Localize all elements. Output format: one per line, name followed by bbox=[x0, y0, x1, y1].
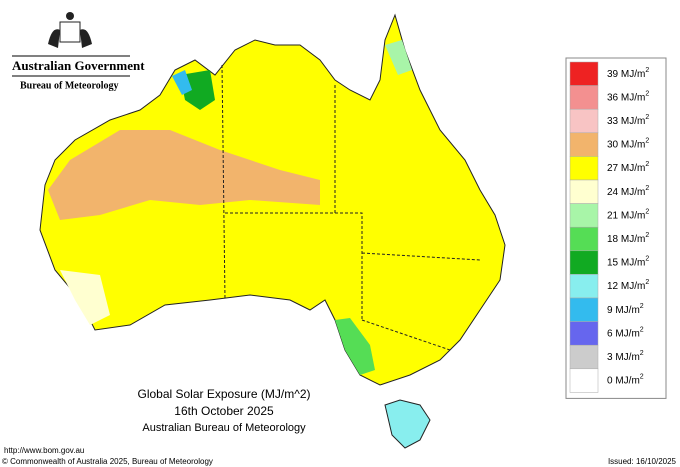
state-borders bbox=[221, 64, 481, 351]
copyright: © Commonwealth of Australia 2025, Bureau… bbox=[2, 457, 213, 466]
legend-frame bbox=[565, 57, 667, 399]
legend-label-text: 15 MJ/m bbox=[607, 257, 645, 268]
legend-label: 15 MJ/m2 bbox=[607, 255, 649, 268]
legend-swatch bbox=[569, 156, 599, 181]
legend-label-exponent: 2 bbox=[645, 114, 649, 121]
green-region bbox=[385, 40, 412, 75]
map-date: 16th October 2025 bbox=[174, 404, 274, 418]
legend-label-exponent: 2 bbox=[645, 137, 649, 144]
legend-label-text: 30 MJ/m bbox=[607, 139, 645, 150]
legend-swatch bbox=[569, 179, 599, 204]
legend-label: 39 MJ/m2 bbox=[607, 67, 649, 80]
legend-label: 24 MJ/m2 bbox=[607, 185, 649, 198]
legend-label-exponent: 2 bbox=[645, 255, 649, 262]
legend-label-text: 27 MJ/m bbox=[607, 163, 645, 174]
legend-label: 9 MJ/m2 bbox=[607, 303, 644, 316]
pale-region bbox=[60, 270, 110, 325]
legend-label-exponent: 2 bbox=[640, 303, 644, 310]
map-title: Global Solar Exposure (MJ/m^2) bbox=[137, 387, 310, 401]
legend-swatch bbox=[569, 368, 599, 393]
legend-swatch bbox=[569, 108, 599, 134]
legend-label-exponent: 2 bbox=[645, 161, 649, 168]
legend-swatch bbox=[569, 226, 599, 252]
legend-label-exponent: 2 bbox=[645, 90, 649, 97]
government-name: Australian Government bbox=[12, 58, 145, 73]
legend-label-text: 24 MJ/m bbox=[607, 186, 645, 197]
legend-swatch bbox=[569, 297, 599, 322]
legend-swatch bbox=[569, 132, 599, 157]
legend-label: 21 MJ/m2 bbox=[607, 208, 649, 221]
legend-swatch bbox=[569, 344, 599, 370]
coat-of-arms bbox=[48, 12, 92, 48]
legend-label: 30 MJ/m2 bbox=[607, 137, 649, 150]
legend-label: 0 MJ/m2 bbox=[607, 373, 644, 386]
legend-label-exponent: 2 bbox=[645, 208, 649, 215]
legend-label-exponent: 2 bbox=[645, 185, 649, 192]
legend-label: 12 MJ/m2 bbox=[607, 279, 649, 292]
legend-label-text: 0 MJ/m bbox=[607, 375, 640, 386]
legend-label: 3 MJ/m2 bbox=[607, 350, 644, 363]
cyan-region bbox=[172, 70, 192, 95]
legend-label-text: 6 MJ/m bbox=[607, 328, 640, 339]
green-region bbox=[335, 318, 375, 375]
legend-swatch bbox=[569, 61, 599, 86]
orange-region bbox=[48, 130, 320, 220]
legend-label: 18 MJ/m2 bbox=[607, 232, 649, 245]
url: http://www.bom.gov.au bbox=[4, 446, 84, 455]
legend-label-text: 36 MJ/m bbox=[607, 92, 645, 103]
legend-swatch bbox=[569, 203, 599, 228]
legend-swatch bbox=[569, 250, 599, 275]
legend-swatch bbox=[569, 321, 599, 346]
legend-swatch bbox=[569, 274, 599, 299]
bureau-name: Bureau of Meteorology bbox=[20, 80, 119, 91]
australia-map bbox=[39, 13, 506, 449]
legend-label: 27 MJ/m2 bbox=[607, 161, 649, 174]
legend-label-text: 3 MJ/m bbox=[607, 352, 640, 363]
legend-label-exponent: 2 bbox=[640, 326, 644, 333]
legend-label-text: 21 MJ/m bbox=[607, 210, 645, 221]
legend-label-exponent: 2 bbox=[640, 373, 644, 380]
legend-label: 6 MJ/m2 bbox=[607, 326, 644, 339]
legend-label-exponent: 2 bbox=[645, 232, 649, 239]
legend-label-exponent: 2 bbox=[645, 67, 649, 74]
legend-label-text: 33 MJ/m bbox=[607, 116, 645, 127]
legend-label-exponent: 2 bbox=[640, 350, 644, 357]
legend-label: 33 MJ/m2 bbox=[607, 114, 649, 127]
legend-swatch bbox=[569, 85, 599, 110]
legend-label-text: 39 MJ/m bbox=[607, 68, 645, 79]
legend-label: 36 MJ/m2 bbox=[607, 90, 649, 103]
legend-label-exponent: 2 bbox=[645, 279, 649, 286]
tasmania bbox=[384, 399, 431, 449]
green-region bbox=[180, 70, 215, 110]
legend-label-text: 18 MJ/m bbox=[607, 234, 645, 245]
map-source: Australian Bureau of Meteorology bbox=[142, 422, 306, 434]
issued-date: Issued: 16/10/2025 bbox=[608, 457, 677, 466]
legend-label-text: 12 MJ/m bbox=[607, 281, 645, 292]
legend-label-text: 9 MJ/m bbox=[607, 304, 640, 315]
